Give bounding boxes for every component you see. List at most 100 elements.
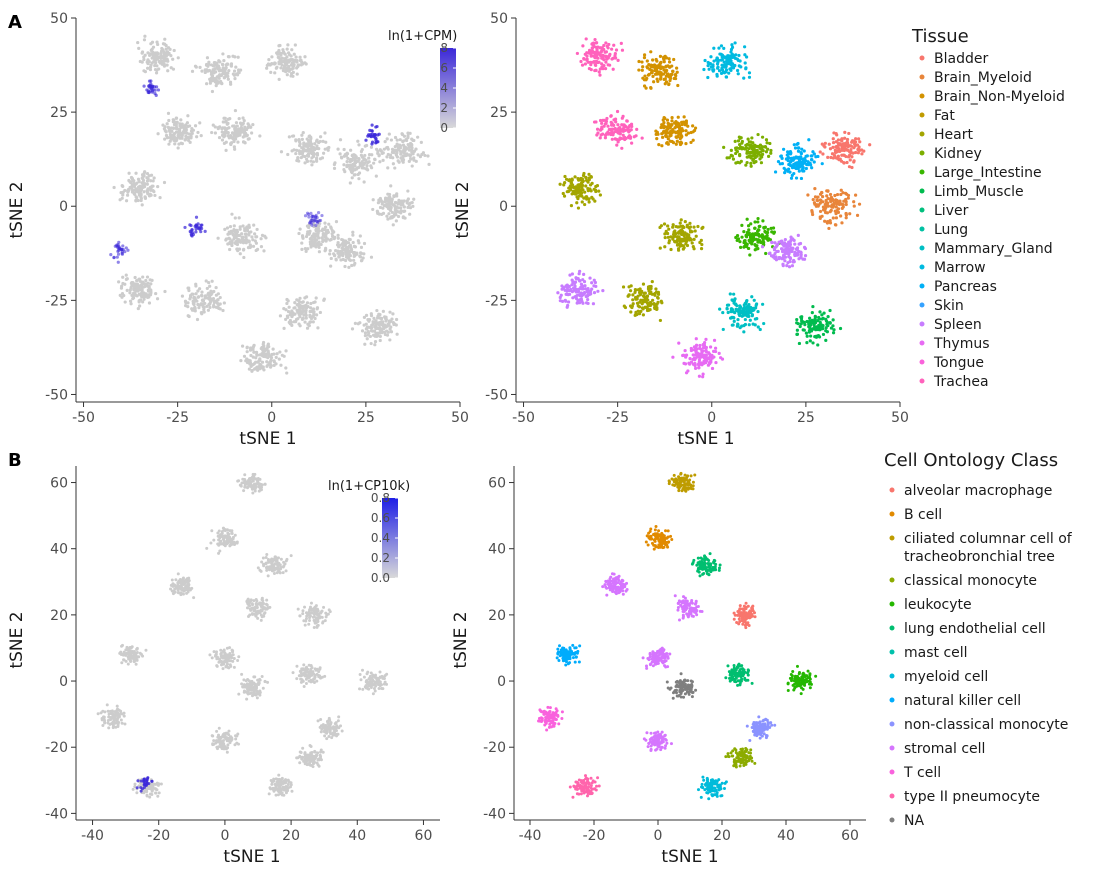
point [262,354,266,358]
point [207,291,211,295]
point [750,232,755,236]
point [352,173,356,177]
point [664,131,668,136]
point [648,302,652,306]
point [718,307,722,311]
point [835,133,839,137]
point [720,68,725,72]
cluster [702,41,752,80]
point [178,585,182,589]
point [304,311,308,315]
point [573,191,577,196]
point [619,41,623,45]
point [297,312,302,317]
point [324,230,328,234]
point [346,246,350,250]
point [315,313,319,317]
point [724,75,729,79]
point [291,74,295,78]
point [293,301,297,305]
point [402,147,406,151]
point [297,63,301,67]
point [796,251,800,255]
cluster [637,50,680,90]
point [569,180,573,184]
point [753,226,757,230]
point [637,68,641,72]
point [315,219,319,223]
point [743,61,747,65]
point [284,317,288,321]
point [758,157,762,161]
point [229,63,233,68]
point [841,205,845,209]
point [369,341,373,346]
point [813,317,817,321]
legend-key [919,93,925,99]
point [793,253,797,258]
point [305,301,310,305]
point [208,298,212,302]
point [740,235,744,239]
point [793,250,797,255]
legend-label: Large_Intestine [934,165,1042,181]
point [213,131,218,135]
point [752,298,756,302]
point [726,56,730,61]
point [769,151,773,155]
cluster [760,233,808,269]
point [323,227,327,232]
point [796,322,800,326]
point [826,155,830,159]
point [668,139,672,143]
point [831,331,836,335]
point [364,313,369,317]
point [750,295,754,299]
point [306,149,311,153]
point [261,556,265,560]
point [843,130,847,134]
point [681,247,685,251]
point [247,233,251,237]
point [161,42,166,46]
point [828,308,832,313]
point [628,135,633,139]
point [359,153,363,157]
point [131,296,136,300]
point [828,192,833,197]
point [840,139,844,143]
point [311,160,316,164]
point [181,576,185,580]
point [732,292,736,296]
point [627,285,631,289]
point [140,176,144,180]
cluster [734,216,781,257]
point [254,235,258,239]
point [594,120,598,124]
point [316,234,320,238]
point [788,259,792,264]
point [735,146,739,150]
point [572,288,577,292]
point [720,357,725,361]
point [242,354,247,358]
point [790,165,795,170]
point [598,118,603,123]
point [272,565,276,569]
point [809,327,813,332]
point [702,353,706,357]
point [658,225,662,230]
point [807,138,811,142]
point [757,152,761,156]
point [753,220,757,224]
point [376,133,380,137]
point [172,118,176,122]
point [839,188,843,192]
point [832,202,836,206]
point [703,58,707,63]
point [735,149,739,154]
point [124,273,128,277]
point [224,66,228,70]
point [655,137,659,141]
point [586,297,590,302]
